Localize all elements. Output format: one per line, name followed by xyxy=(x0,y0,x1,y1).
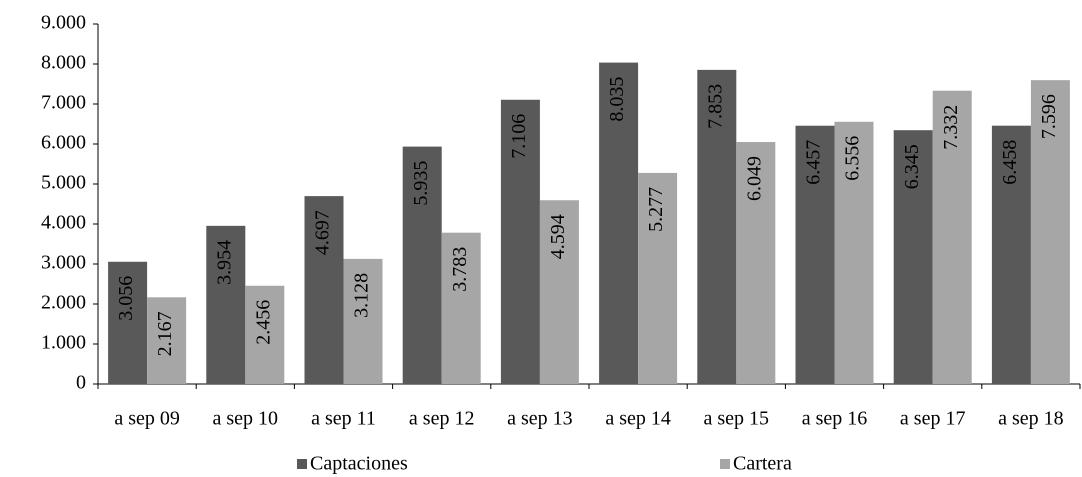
bar xyxy=(1030,80,1070,384)
x-tick-label: a sep 14 xyxy=(605,408,671,430)
bar xyxy=(304,196,344,384)
bar xyxy=(991,125,1031,385)
x-tick-label: a sep 10 xyxy=(213,408,279,430)
data-label: 3.954 xyxy=(213,240,235,285)
y-tick-label: 7.000 xyxy=(41,92,86,114)
bar xyxy=(539,200,579,384)
data-label: 7.332 xyxy=(940,105,962,150)
x-tick-label: a sep 11 xyxy=(311,408,376,430)
y-tick-label: 3.000 xyxy=(41,252,86,274)
y-tick-label: 4.000 xyxy=(41,212,86,234)
bar xyxy=(147,297,187,384)
bar xyxy=(402,146,442,384)
data-label: 6.049 xyxy=(743,156,765,201)
legend-label: Cartera xyxy=(733,453,792,475)
data-label: 7.596 xyxy=(1038,94,1060,139)
x-tick-label: a sep 17 xyxy=(900,408,966,430)
bar xyxy=(638,172,678,384)
data-label: 7.853 xyxy=(704,84,726,129)
data-label: 2.456 xyxy=(252,300,274,345)
y-tick-label: 1.000 xyxy=(41,332,86,354)
data-label: 3.783 xyxy=(449,247,471,292)
x-tick-label: a sep 12 xyxy=(409,408,475,430)
data-label: 6.457 xyxy=(803,140,825,185)
x-tick-label: a sep 09 xyxy=(114,408,180,430)
x-tick-label: a sep 13 xyxy=(507,408,573,430)
y-tick-label: 0 xyxy=(76,372,86,394)
bar xyxy=(795,125,835,384)
x-tick-label: a sep 18 xyxy=(998,408,1064,430)
bar xyxy=(245,285,285,384)
y-tick-label: 6.000 xyxy=(41,132,86,154)
data-label: 5.277 xyxy=(645,187,667,232)
data-label: 4.697 xyxy=(312,210,334,255)
y-tick-label: 5.000 xyxy=(41,172,86,194)
data-label: 7.106 xyxy=(508,114,530,159)
legend-label: Captaciones xyxy=(310,453,408,475)
bar xyxy=(343,258,383,384)
bar xyxy=(932,90,972,384)
bar xyxy=(108,261,148,384)
y-tick-label: 2.000 xyxy=(41,292,86,314)
data-label: 6.345 xyxy=(901,144,923,189)
x-tick-label: a sep 16 xyxy=(802,408,868,430)
y-tick-label: 9.000 xyxy=(41,12,86,34)
data-label: 4.594 xyxy=(547,214,569,259)
bar xyxy=(599,62,639,384)
bar xyxy=(893,130,933,384)
bar xyxy=(697,69,737,384)
y-tick-label: 8.000 xyxy=(41,52,86,74)
data-label: 8.035 xyxy=(606,77,628,122)
bar xyxy=(834,121,874,384)
data-label: 6.556 xyxy=(842,136,864,181)
bar xyxy=(206,225,246,384)
legend-swatch xyxy=(720,459,730,469)
x-tick-label: a sep 15 xyxy=(704,408,770,430)
bar xyxy=(441,232,481,384)
data-label: 3.128 xyxy=(351,273,373,318)
data-label: 2.167 xyxy=(154,311,176,356)
data-label: 5.935 xyxy=(410,161,432,206)
data-label: 3.056 xyxy=(115,276,137,321)
bar xyxy=(736,142,776,384)
bar xyxy=(500,99,540,384)
data-label: 6.458 xyxy=(999,140,1021,185)
legend-swatch xyxy=(297,459,307,469)
